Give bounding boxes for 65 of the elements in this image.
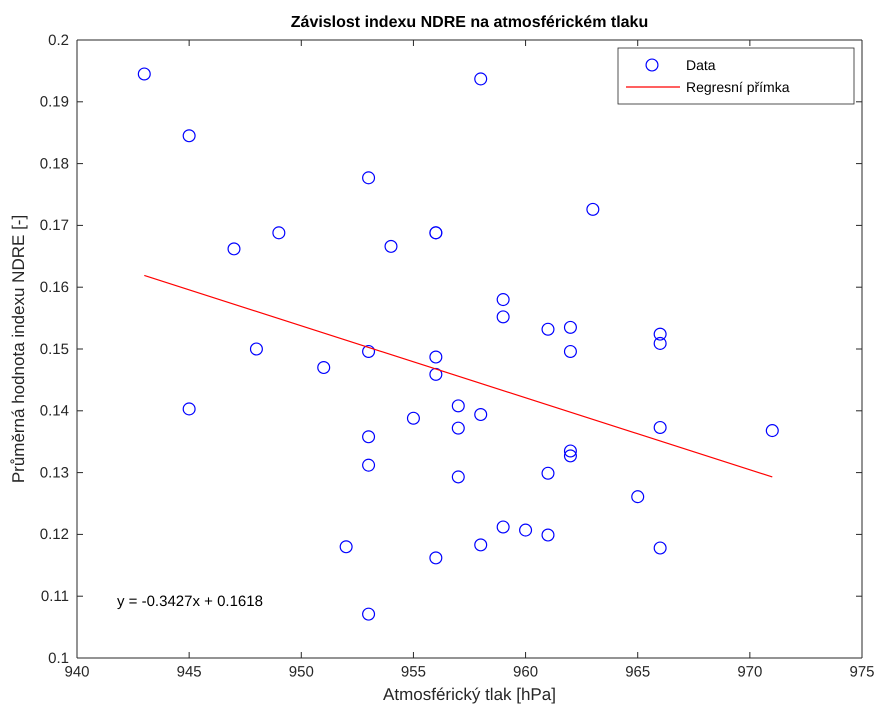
point (654, 420, 667, 434)
x-tick-label: 965 (625, 664, 650, 681)
y-tick-label: 0.15 (40, 340, 69, 358)
point (654, 336, 667, 350)
y-tick-label: 0.17 (40, 217, 69, 234)
x-tick-label: 960 (513, 664, 538, 681)
point (362, 171, 376, 184)
point (227, 242, 241, 256)
point (541, 322, 555, 336)
point (452, 470, 465, 484)
legend-label: Regresní přímka (686, 79, 790, 95)
point (541, 466, 555, 480)
point (541, 528, 555, 542)
point (586, 202, 600, 216)
point (429, 368, 442, 381)
y-tick-label: 0.12 (40, 526, 69, 544)
point (182, 129, 196, 142)
x-tick-label: 970 (737, 664, 762, 681)
x-tick-label: 975 (849, 664, 875, 681)
point (564, 449, 577, 462)
y-tick-label: 0.18 (40, 155, 69, 172)
y-tick-label: 0.19 (40, 94, 69, 111)
point (474, 538, 488, 552)
point (384, 240, 398, 253)
point (340, 540, 353, 554)
point (654, 328, 667, 341)
point (564, 444, 577, 458)
point (362, 608, 376, 621)
point (766, 424, 779, 438)
point (496, 310, 510, 324)
point (474, 408, 488, 422)
x-tick-label: 945 (176, 664, 202, 681)
x-tick-label: 955 (400, 664, 426, 681)
y-axis-title: Průměrná hodnota indexu NDRE [-] (9, 214, 28, 484)
point (317, 361, 330, 374)
y-tick-label: 0.11 (40, 588, 69, 605)
point (429, 350, 442, 364)
point (564, 320, 577, 334)
point (631, 490, 644, 504)
point (272, 226, 286, 240)
point (564, 344, 577, 358)
point (452, 422, 465, 435)
x-axis-title: Atmosférický tlak [hPa] (383, 685, 556, 704)
x-tick-label: 950 (288, 664, 314, 681)
point (452, 399, 465, 412)
point (519, 524, 532, 537)
point (429, 551, 442, 564)
annotation: y = -0.3427x + 0.1618 (117, 593, 263, 610)
y-tick-label: 0.13 (40, 464, 69, 482)
point (362, 458, 376, 472)
y-tick-label: 0.14 (40, 402, 69, 420)
point (362, 344, 376, 358)
point (182, 402, 196, 416)
point (362, 430, 376, 444)
point (496, 293, 510, 306)
legend-label: Data (686, 57, 716, 73)
y-tick-label: 0.2 (48, 32, 69, 49)
point (250, 342, 263, 356)
point (406, 412, 420, 425)
chart-title: Závislost indexu NDRE na atmosférickém tlaku (290, 14, 648, 31)
point (654, 541, 667, 554)
y-tick-label: 0.16 (40, 279, 69, 296)
point (474, 72, 488, 86)
point (138, 67, 151, 80)
point (496, 520, 510, 534)
